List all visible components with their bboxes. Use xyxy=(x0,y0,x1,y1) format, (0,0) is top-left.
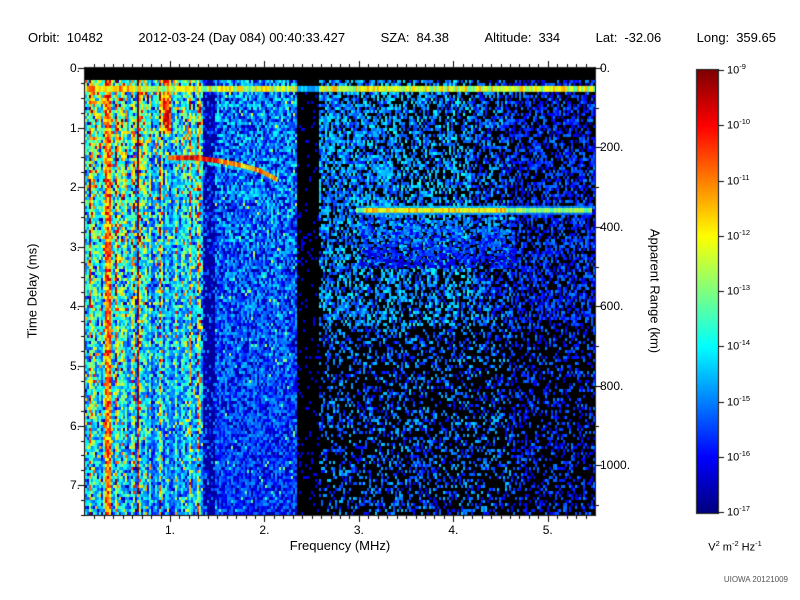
colorbar-tick-label: 10-13 xyxy=(727,283,751,298)
colorbar-tick-label: 10-14 xyxy=(727,338,751,353)
y-left-tick-label: 1. xyxy=(69,120,80,135)
header-field-label: Lat: xyxy=(595,30,618,45)
header-field-value: 2012-03-24 (Day 084) 00:40:33.427 xyxy=(138,30,346,45)
y-left-tick-label: 4. xyxy=(69,299,80,314)
header-field: SZA: 84.38 xyxy=(381,30,449,45)
y-right-tick-label: 200. xyxy=(600,140,624,155)
x-axis-title: Frequency (MHz) xyxy=(289,538,391,553)
header-field-value: 84.38 xyxy=(416,30,450,45)
colorbar-tick-label: 10-15 xyxy=(727,393,751,409)
header-field-value: -32.06 xyxy=(624,30,662,45)
y-left-tick-label: 7. xyxy=(69,478,80,493)
colorbar-tick-label: 10-10 xyxy=(727,117,751,132)
y-right-tick-label: 600. xyxy=(600,299,624,314)
header-field-value: 10482 xyxy=(66,30,103,45)
y-axis-title-right: Apparent Range (km) xyxy=(647,228,663,354)
header-field: Lat: -32.06 xyxy=(596,30,662,45)
header: Orbit: 10482 2012-03-24 (Day 084) 00:40:33… xyxy=(28,30,776,45)
x-tick-label: 2. xyxy=(259,523,270,537)
colorbar xyxy=(697,70,718,513)
y-right-tick-label: 400. xyxy=(600,219,624,234)
colorbar-tick-label: 10-16 xyxy=(727,448,751,464)
header-field-label: Long: xyxy=(696,30,730,45)
colorbar-tick-label: 10-12 xyxy=(727,227,751,243)
y-right-tick-label: 800. xyxy=(600,378,624,393)
header-field-label: SZA: xyxy=(380,30,410,45)
x-tick-label: 3. xyxy=(353,523,364,537)
spectrogram-canvas xyxy=(85,68,595,515)
x-tick-label: 4. xyxy=(448,523,459,537)
header-field-label: Altitude: xyxy=(484,30,532,45)
y-left-tick-label: 5. xyxy=(69,359,80,373)
y-axis-title-left: Time Delay (ms) xyxy=(24,243,40,339)
colorbar-tick-label: 10-11 xyxy=(727,172,750,188)
watermark: UIOWA 20121009 xyxy=(723,575,788,584)
header-field-label: Orbit: xyxy=(28,30,60,45)
y-left-tick-label: 3. xyxy=(69,239,80,254)
y-left-tick-label: 2. xyxy=(69,180,80,195)
y-left-tick-label: 0. xyxy=(69,61,80,75)
header-field-value: 359.65 xyxy=(736,30,776,45)
header-field: Altitude: 334 xyxy=(484,30,560,45)
colorbar-tick-label: 10-17 xyxy=(727,504,751,519)
x-tick-label: 5. xyxy=(542,523,553,537)
header-field: 2012-03-24 (Day 084) 00:40:33.427 xyxy=(138,30,345,45)
colorbar-unit-label: V2 m-2 Hz-1 xyxy=(708,539,762,554)
colorbar-tick-label: 10-9 xyxy=(727,62,746,77)
x-tick-label: 1. xyxy=(164,523,175,537)
header-field-value: 334 xyxy=(538,30,561,45)
y-left-tick-label: 6. xyxy=(69,418,80,433)
y-right-tick-label: 1000. xyxy=(600,458,631,473)
header-field: Orbit: 10482 xyxy=(28,30,103,45)
y-right-tick-label: 0. xyxy=(600,61,611,75)
header-field: Long: 359.65 xyxy=(697,30,776,45)
